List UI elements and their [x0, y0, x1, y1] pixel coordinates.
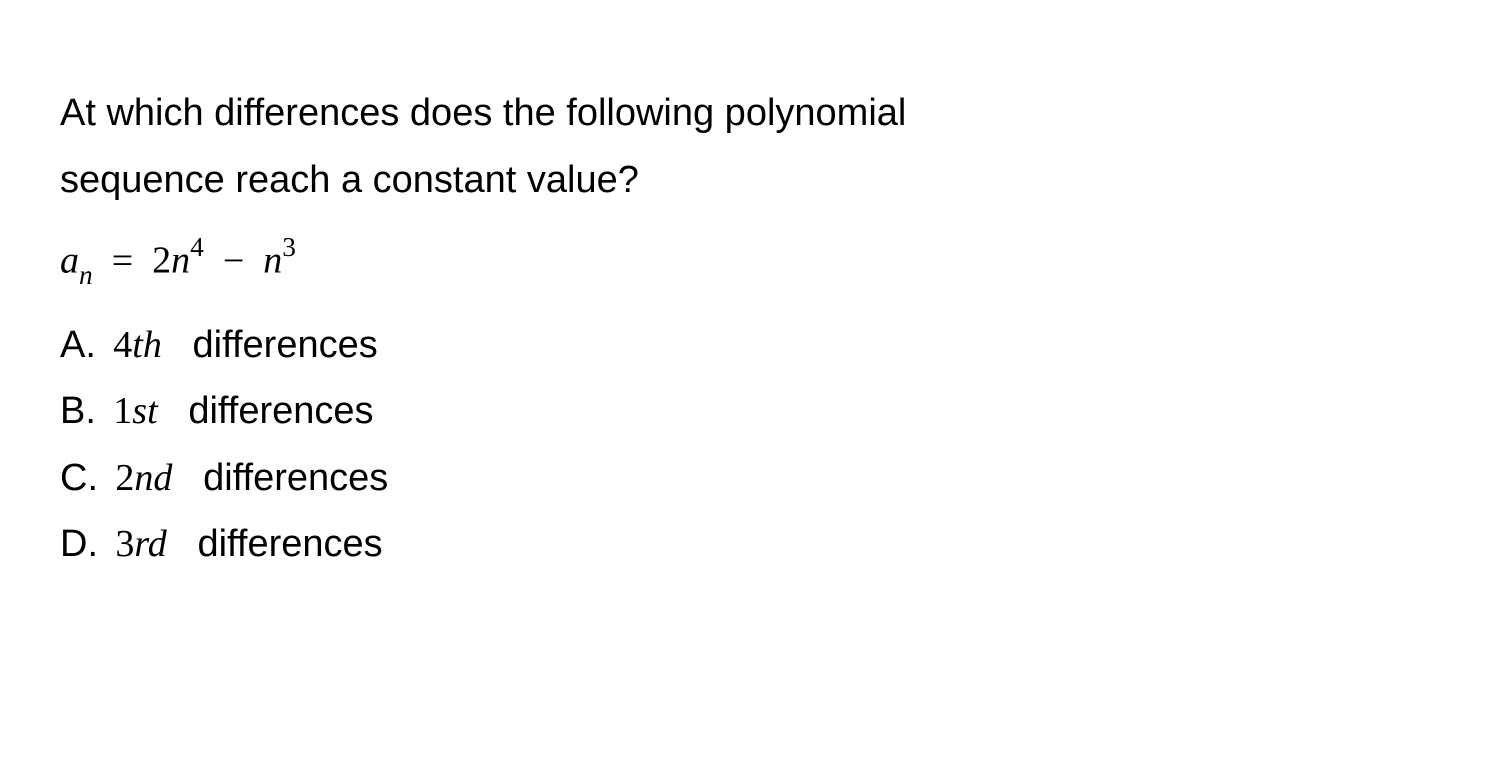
option-c: C. 2nd differences — [60, 445, 1440, 512]
formula-term1-coeff: 2 — [152, 240, 171, 282]
formula-lhs-var: a — [60, 240, 79, 282]
formula-equals: = — [112, 240, 133, 282]
formula-term1-power: 4 — [190, 232, 204, 262]
option-suffix: differences — [203, 457, 388, 499]
sequence-formula: an = 2n4 − n3 — [60, 231, 1440, 292]
option-label: A. — [60, 324, 96, 366]
formula-term1-var: n — [171, 240, 190, 282]
question-line-2: sequence reach a constant value? — [60, 159, 639, 201]
option-suffix: differences — [193, 324, 378, 366]
option-suffix: differences — [188, 390, 373, 432]
question-prompt: At which differences does the following … — [60, 80, 1440, 213]
option-b: B. 1st differences — [60, 378, 1440, 445]
option-ordinal: 1st — [113, 390, 157, 432]
option-suffix: differences — [197, 523, 382, 565]
formula-term2-power: 3 — [282, 232, 296, 262]
option-label: B. — [60, 390, 96, 432]
option-label: D. — [60, 523, 98, 565]
formula-term2-var: n — [263, 240, 282, 282]
option-d: D. 3rd differences — [60, 511, 1440, 578]
option-ordinal: 2nd — [115, 457, 172, 499]
option-label: C. — [60, 457, 98, 499]
question-line-1: At which differences does the following … — [60, 92, 906, 134]
answer-options: A. 4th differences B. 1st differences C.… — [60, 312, 1440, 578]
option-ordinal: 3rd — [115, 523, 166, 565]
option-a: A. 4th differences — [60, 312, 1440, 379]
formula-minus: − — [223, 240, 244, 282]
option-ordinal: 4th — [113, 324, 162, 366]
formula-lhs-subscript: n — [79, 260, 93, 290]
